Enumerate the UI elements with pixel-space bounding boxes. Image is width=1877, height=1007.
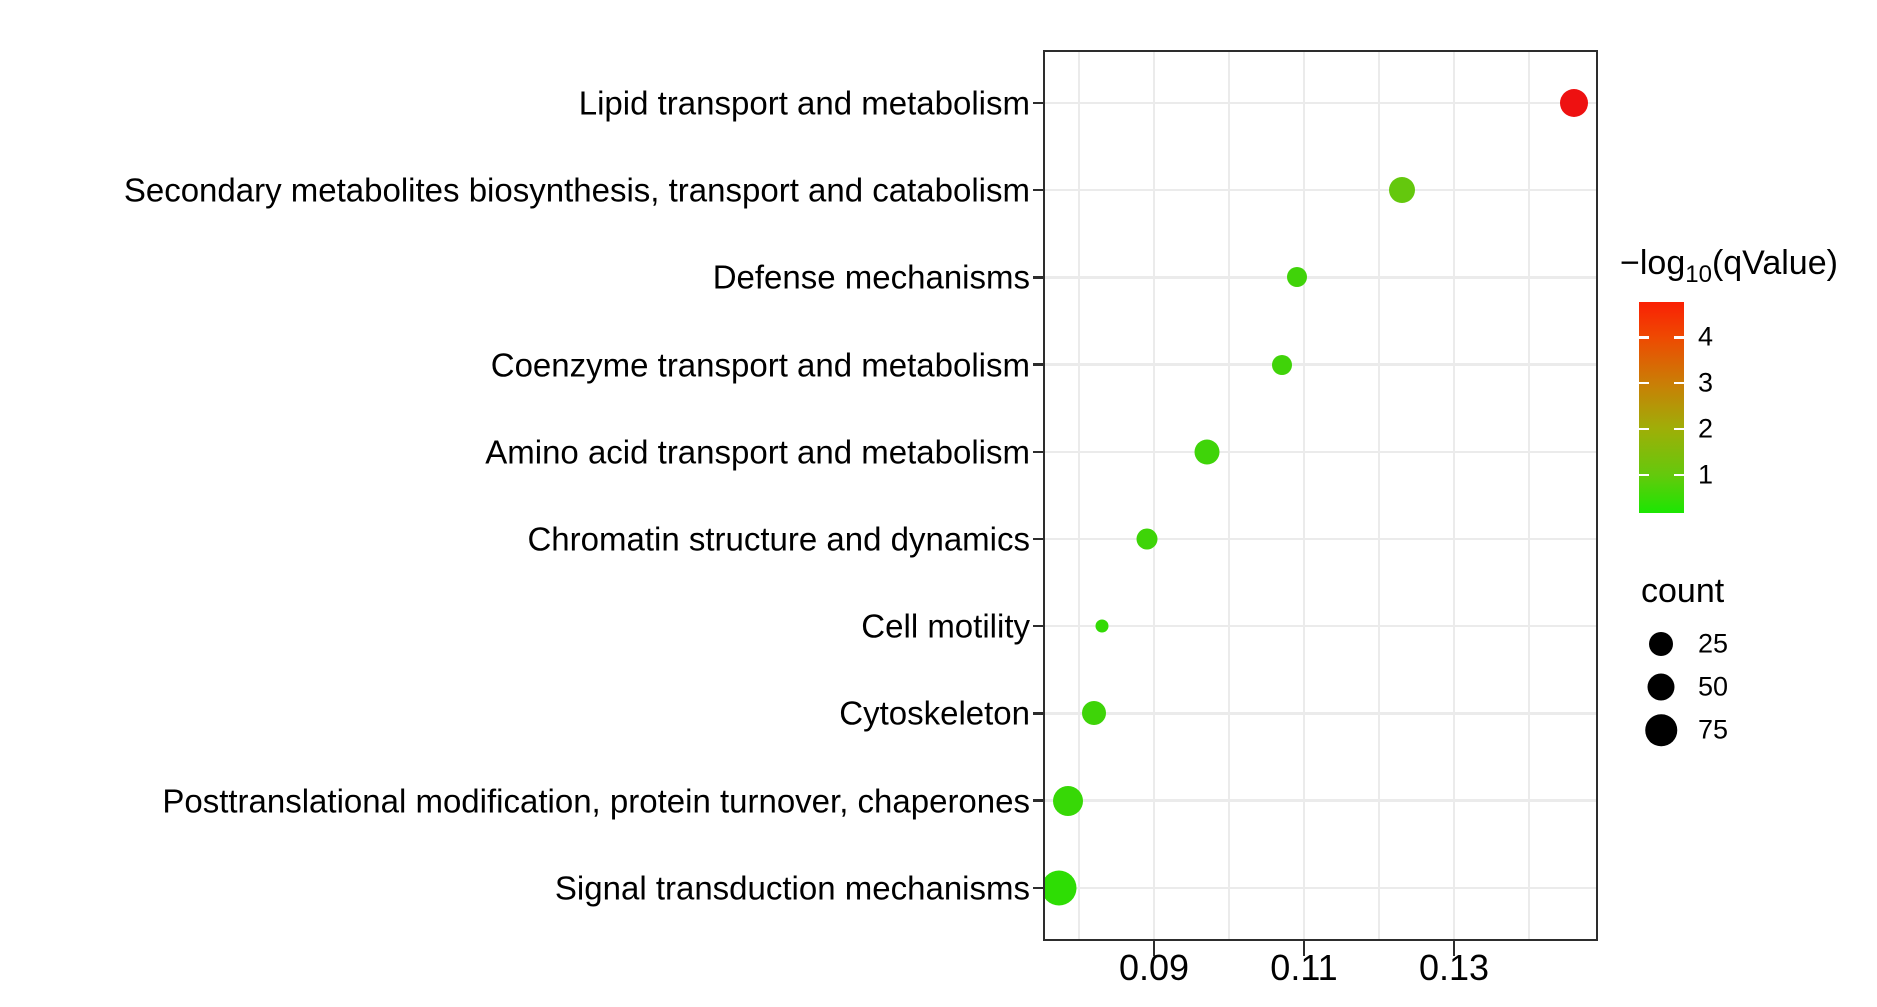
gridline-vertical — [1377, 50, 1381, 941]
size-legend-dot — [1649, 632, 1673, 656]
x-axis-tick-label: 0.09 — [1118, 947, 1190, 988]
gridline-horizontal — [1043, 537, 1598, 541]
plot-panel — [1043, 50, 1598, 941]
gridline-vertical — [1527, 50, 1531, 941]
gridline-vertical — [1152, 50, 1156, 941]
size-legend-label: 75 — [1698, 714, 1729, 745]
gridline-horizontal — [1043, 450, 1598, 454]
color-legend-tick-dash — [1639, 473, 1649, 477]
gridline-horizontal — [1043, 624, 1598, 628]
y-axis-tick — [1033, 101, 1043, 105]
y-axis-label: Posttranslational modification, protein … — [162, 782, 1030, 820]
x-axis-tick-label: 0.11 — [1270, 947, 1338, 988]
color-legend-tick-dash — [1674, 336, 1684, 339]
data-point — [1286, 267, 1307, 288]
gridline-horizontal — [1043, 712, 1598, 715]
x-axis-tick — [1302, 941, 1306, 956]
y-axis-tick — [1033, 712, 1043, 715]
y-axis-label: Amino acid transport and metabolism — [485, 433, 1030, 471]
data-point — [1136, 528, 1157, 550]
y-axis-label: Chromatin structure and dynamics — [527, 520, 1030, 558]
x-axis-tick — [1452, 941, 1456, 956]
data-point — [1271, 354, 1292, 375]
size-legend-title: count — [1641, 572, 1725, 610]
color-legend-title: −log10(qValue) — [1620, 244, 1838, 288]
y-axis-tick — [1033, 624, 1043, 628]
color-legend-tick-dash — [1674, 381, 1684, 385]
y-axis-tick — [1033, 276, 1043, 279]
data-point — [1095, 619, 1108, 633]
gridline-horizontal — [1043, 101, 1598, 105]
size-legend-dot — [1647, 673, 1675, 701]
color-legend-gradient-bar — [1639, 302, 1684, 513]
size-legend-dot — [1645, 714, 1677, 747]
y-axis-tick — [1033, 886, 1043, 890]
data-point — [1052, 785, 1083, 816]
data-point — [1194, 439, 1219, 465]
color-legend-tick-label: 1 — [1698, 459, 1714, 490]
y-axis-tick — [1033, 537, 1043, 541]
data-point — [1043, 870, 1077, 906]
color-legend-tick-dash — [1639, 336, 1649, 339]
y-axis-label: Secondary metabolites biosynthesis, tran… — [123, 171, 1030, 209]
y-axis-label: Coenzyme transport and metabolism — [490, 346, 1030, 384]
y-axis-label: Defense mechanisms — [712, 258, 1030, 296]
gridline-horizontal — [1043, 276, 1598, 279]
y-axis-tick — [1033, 363, 1043, 366]
size-legend-label: 50 — [1698, 671, 1729, 702]
gridline-horizontal — [1043, 799, 1598, 802]
data-point — [1560, 89, 1588, 117]
gridline-vertical — [1227, 50, 1231, 941]
color-legend-tick-dash — [1639, 381, 1649, 385]
y-axis-tick — [1033, 188, 1043, 192]
color-legend-tick-label: 4 — [1698, 321, 1714, 352]
y-axis-label: Lipid transport and metabolism — [578, 84, 1030, 122]
gridline-horizontal — [1043, 363, 1598, 366]
y-axis-label: Signal transduction mechanisms — [554, 869, 1030, 907]
color-legend-tick-dash — [1674, 427, 1684, 431]
x-axis-tick — [1152, 941, 1156, 956]
color-legend-tick-label: 2 — [1698, 413, 1714, 444]
gridline-horizontal — [1043, 886, 1598, 890]
y-axis-tick — [1033, 450, 1043, 454]
gridline-vertical — [1302, 50, 1306, 941]
y-axis-label: Cytoskeleton — [839, 694, 1030, 732]
gridline-vertical — [1452, 50, 1456, 941]
gridline-vertical — [1077, 50, 1081, 941]
color-legend-tick-label: 3 — [1698, 367, 1714, 398]
data-point — [1388, 177, 1415, 204]
x-axis-tick-label: 0.13 — [1418, 947, 1490, 988]
color-legend-tick-dash — [1674, 473, 1684, 477]
size-legend-label: 25 — [1698, 628, 1729, 659]
gridline-horizontal — [1043, 188, 1598, 192]
data-point — [1082, 701, 1106, 726]
y-axis-tick — [1033, 799, 1043, 802]
color-legend-tick-dash — [1639, 427, 1649, 431]
y-axis-label: Cell motility — [861, 607, 1030, 645]
